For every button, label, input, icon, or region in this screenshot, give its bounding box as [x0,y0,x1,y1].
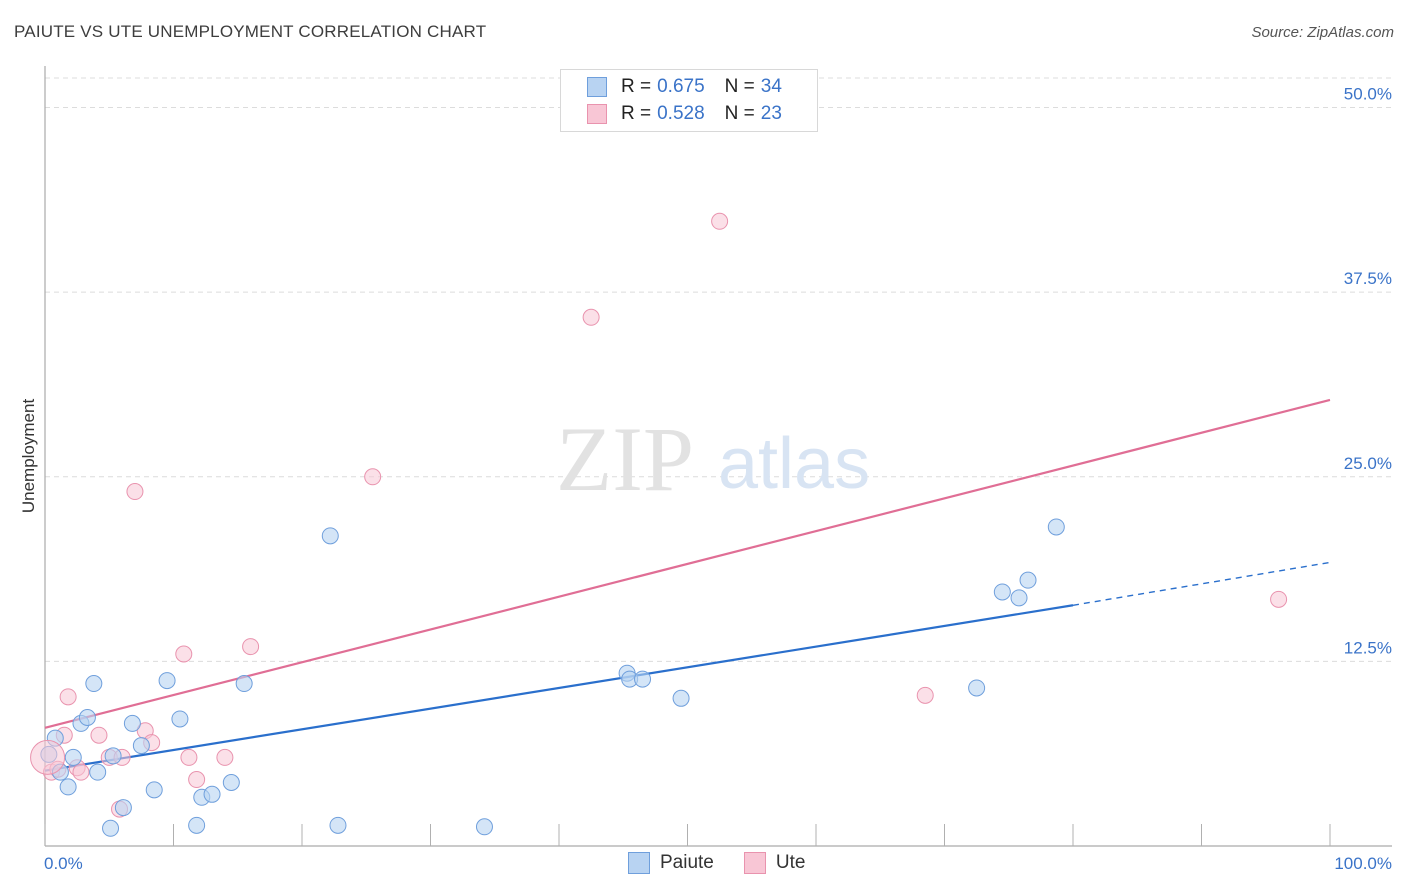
data-point-paiute [203,785,221,803]
y-tick-label: 25.0% [1344,454,1392,473]
data-point-paiute [104,747,122,765]
legend-n-label: N = [724,103,755,124]
data-point-paiute [64,748,82,766]
data-point-paiute [968,679,986,697]
correlation-legend: R = 0.675 N = 34 R = 0.528 N = 23 [560,69,818,132]
data-point-ute [59,688,77,706]
data-point-paiute [634,670,652,688]
data-point-paiute [132,737,150,755]
data-point-ute [711,212,729,230]
data-point-ute [126,483,144,501]
legend-swatch-paiute [587,77,607,97]
data-point-paiute [329,816,347,834]
legend-label-ute: Ute [775,852,806,873]
axes [44,66,1392,847]
data-points [30,212,1288,837]
legend-n-label: N = [724,76,755,97]
legend-item-ute[interactable]: Ute [743,852,806,874]
y-axis-label: Unemployment [19,399,38,514]
data-point-cluster [30,739,66,775]
legend-swatch-ute [587,104,607,124]
data-point-ute [916,686,934,704]
data-point-paiute [1019,571,1037,589]
legend-row-paiute: R = 0.675 N = 34 [587,76,782,98]
data-point-paiute [222,773,240,791]
data-point-paiute [158,672,176,690]
data-point-paiute [672,689,690,707]
data-point-paiute [993,583,1011,601]
data-point-paiute [85,675,103,693]
legend-n-value: 34 [760,76,782,97]
x-tick-label: 0.0% [44,854,83,873]
trend-line-ute [44,398,1331,729]
series-legend: Paiute Ute [628,852,835,874]
data-point-paiute [114,799,132,817]
legend-label-paiute: Paiute [660,852,714,873]
legend-item-paiute[interactable]: Paiute [628,852,714,874]
data-point-paiute [102,819,120,837]
legend-r-value: 0.528 [657,103,705,124]
data-point-paiute [171,710,189,728]
data-point-ute [582,308,600,326]
y-tick-label: 12.5% [1344,638,1392,657]
legend-r-label: R = [621,76,652,97]
trend-lines [44,398,1331,772]
data-point-paiute [188,816,206,834]
data-point-paiute [89,763,107,781]
data-point-ute [364,468,382,486]
trend-line-paiute [44,604,1074,772]
data-point-paiute [1010,589,1028,607]
y-tick-label: 37.5% [1344,269,1392,288]
legend-swatch-ute [743,852,766,874]
data-point-paiute [78,709,96,727]
watermark-atlas: atlas [718,424,870,504]
watermark: ZIP atlas [556,408,870,510]
data-point-ute [188,771,206,789]
watermark-zip: ZIP [556,408,694,510]
data-point-ute [72,763,90,781]
legend-row-ute: R = 0.528 N = 23 [587,103,782,125]
data-point-paiute [123,714,141,732]
data-point-paiute [235,675,253,693]
grid-lines [45,77,1392,662]
data-point-paiute [321,527,339,545]
y-tick-label: 50.0% [1344,85,1392,104]
data-point-ute [175,645,193,663]
data-point-ute [180,748,198,766]
trend-line-paiute-extension [1072,561,1331,606]
data-point-ute [1270,590,1288,608]
data-point-paiute [475,818,493,836]
data-point-paiute [1047,518,1065,536]
tick-labels: 12.5% 25.0% 37.5% 50.0% 0.0% 100.0% [44,85,1392,873]
legend-r-label: R = [621,103,652,124]
data-point-ute [242,638,260,656]
source-label: Source: ZipAtlas.com [1251,24,1394,41]
data-point-ute [90,726,108,744]
x-tick-label: 100.0% [1334,854,1392,873]
legend-swatch-paiute [628,852,650,874]
legend-r-value: 0.675 [657,76,705,97]
data-point-ute [216,748,234,766]
legend-n-value: 23 [760,103,782,124]
data-point-paiute [59,778,77,796]
chart-title: PAIUTE VS UTE UNEMPLOYMENT CORRELATION C… [14,22,487,41]
data-point-paiute [145,781,163,799]
